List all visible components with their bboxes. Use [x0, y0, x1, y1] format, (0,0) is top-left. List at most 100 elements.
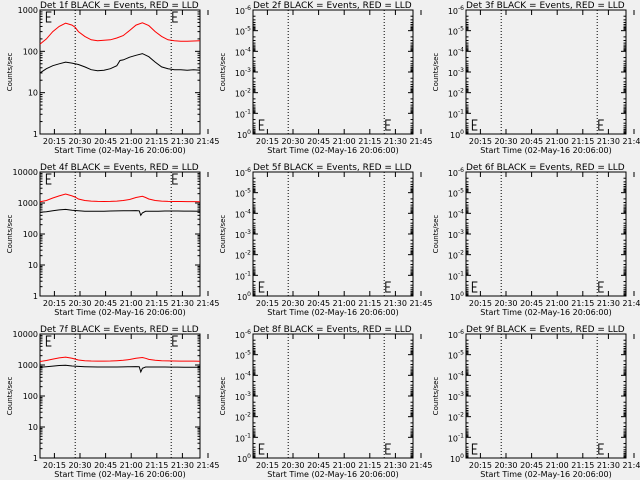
y-tick-label: 100: [23, 230, 38, 239]
y-tick-label: 10-3: [448, 391, 464, 402]
y-tick-label: 10-5: [448, 188, 464, 199]
interval-marker: [471, 281, 478, 293]
x-tick-label: 21:45: [622, 461, 640, 470]
x-tick-label: 21:30: [171, 137, 194, 146]
y-tick-label: 10-5: [235, 26, 251, 37]
y-tick-label: 10-4: [448, 46, 464, 57]
lld-series-line: [39, 22, 201, 45]
plot-title: Det 6f BLACK = Events, RED = LLD: [466, 163, 625, 173]
y-tick-label: 100: [450, 291, 464, 302]
y-tick-label: 10-4: [448, 370, 464, 381]
x-axis-label: Start Time (02-May-16 20:06:00): [480, 146, 611, 155]
plot-frame: [39, 9, 201, 135]
y-tick-label: 1000: [18, 199, 38, 208]
x-tick-label: 20:15: [469, 299, 492, 308]
plot-frame: [39, 333, 201, 459]
x-tick-label: 20:30: [68, 461, 91, 470]
x-tick-label: 21:30: [384, 299, 407, 308]
events-series-line: [39, 208, 201, 217]
y-tick-label: 10-2: [235, 250, 251, 261]
y-tick-label: 100: [237, 291, 251, 302]
x-tick-label: 21:00: [333, 137, 356, 146]
x-tick-label: 21:45: [622, 299, 640, 308]
plot-frame: [39, 171, 201, 297]
x-tick-label: 20:45: [94, 299, 117, 308]
x-tick-label: 20:15: [256, 461, 279, 470]
x-tick-label: 21:30: [171, 461, 194, 470]
x-tick-label: 21:15: [571, 137, 594, 146]
x-tick-label: 20:15: [469, 461, 492, 470]
y-tick-label: 10-4: [448, 208, 464, 219]
plot-panel-5: Det 5f BLACK = Events, RED = LLD 100 10-1 1…: [219, 163, 433, 317]
interval-marker: [258, 281, 265, 293]
x-tick-label: 20:45: [94, 137, 117, 146]
x-tick-label: 21:00: [333, 461, 356, 470]
x-axis-label: Start Time (02-May-16 20:06:00): [54, 470, 185, 479]
x-tick-label: 20:45: [520, 137, 543, 146]
y-tick-label: 100: [237, 129, 251, 140]
y-tick-label: 10-6: [235, 329, 251, 340]
plot-panel-7: Det 7f BLACK = Events, RED = LLD 1 10 100 10…: [6, 325, 220, 479]
x-tick-label: 20:15: [469, 137, 492, 146]
x-tick-label: 21:30: [384, 137, 407, 146]
y-tick-label: 10-3: [448, 229, 464, 240]
plot-panel-1: Det 1f BLACK = Events, RED = LLD 1 10 100 10…: [6, 1, 220, 155]
y-tick-label: 10-3: [235, 391, 251, 402]
plot-frame: [252, 171, 414, 297]
plot-title: Det 7f BLACK = Events, RED = LLD: [40, 325, 199, 335]
y-tick-label: 10-4: [235, 370, 251, 381]
x-tick-label: 21:45: [196, 461, 219, 470]
x-tick-label: 21:00: [120, 299, 143, 308]
events-series-line: [39, 53, 201, 74]
x-tick-label: 20:15: [256, 299, 279, 308]
y-tick-label: 10-6: [448, 329, 464, 340]
x-tick-label: 21:00: [120, 461, 143, 470]
x-tick-label: 20:45: [307, 137, 330, 146]
y-tick-label: 10-1: [448, 270, 464, 281]
x-tick-label: 20:15: [256, 137, 279, 146]
y-tick-label: 10000: [13, 168, 38, 177]
y-tick-label: 10-5: [448, 26, 464, 37]
interval-marker: [471, 119, 478, 131]
plot-panel-8: Det 8f BLACK = Events, RED = LLD 100 10-1 1…: [219, 325, 433, 479]
x-tick-label: 21:45: [409, 137, 432, 146]
y-tick-label: 10-1: [235, 270, 251, 281]
plot-frame: [252, 333, 414, 459]
y-tick-label: 10-3: [235, 67, 251, 78]
x-tick-label: 20:45: [307, 461, 330, 470]
interval-marker: [598, 281, 604, 293]
interval-marker: [385, 443, 391, 455]
y-axis-label: Counts/sec: [219, 53, 227, 92]
x-tick-label: 21:00: [333, 299, 356, 308]
x-tick-label: 21:15: [145, 137, 168, 146]
plot-panel-6: Det 6f BLACK = Events, RED = LLD 100 10-1 1…: [432, 163, 640, 317]
interval-marker: [258, 443, 265, 455]
y-tick-label: 10000: [13, 330, 38, 339]
y-axis-label: Counts/sec: [6, 377, 14, 416]
x-tick-label: 21:45: [196, 299, 219, 308]
x-tick-label: 20:45: [520, 299, 543, 308]
y-tick-label: 100: [237, 453, 251, 464]
plot-panel-3: Det 3f BLACK = Events, RED = LLD 100 10-1 1…: [432, 1, 640, 155]
events-series-line: [39, 364, 201, 374]
x-tick-label: 20:30: [281, 461, 304, 470]
interval-marker: [258, 119, 265, 131]
interval-marker: [385, 119, 391, 131]
y-tick-label: 10-1: [448, 432, 464, 443]
x-axis-label: Start Time (02-May-16 20:06:00): [267, 308, 398, 317]
y-tick-label: 10-5: [235, 350, 251, 361]
plot-frame: [465, 9, 627, 135]
x-tick-label: 21:00: [120, 137, 143, 146]
y-tick-label: 1000: [18, 6, 38, 15]
y-tick-label: 10-3: [448, 67, 464, 78]
plot-title: Det 5f BLACK = Events, RED = LLD: [253, 163, 412, 173]
x-tick-label: 20:30: [68, 299, 91, 308]
plot-title: Det 3f BLACK = Events, RED = LLD: [466, 1, 625, 11]
plot-title: Det 8f BLACK = Events, RED = LLD: [253, 325, 412, 335]
x-tick-label: 20:30: [494, 299, 517, 308]
x-tick-label: 21:00: [546, 137, 569, 146]
y-tick-label: 100: [23, 47, 38, 56]
y-tick-label: 10-1: [235, 432, 251, 443]
x-axis-label: Start Time (02-May-16 20:06:00): [54, 146, 185, 155]
